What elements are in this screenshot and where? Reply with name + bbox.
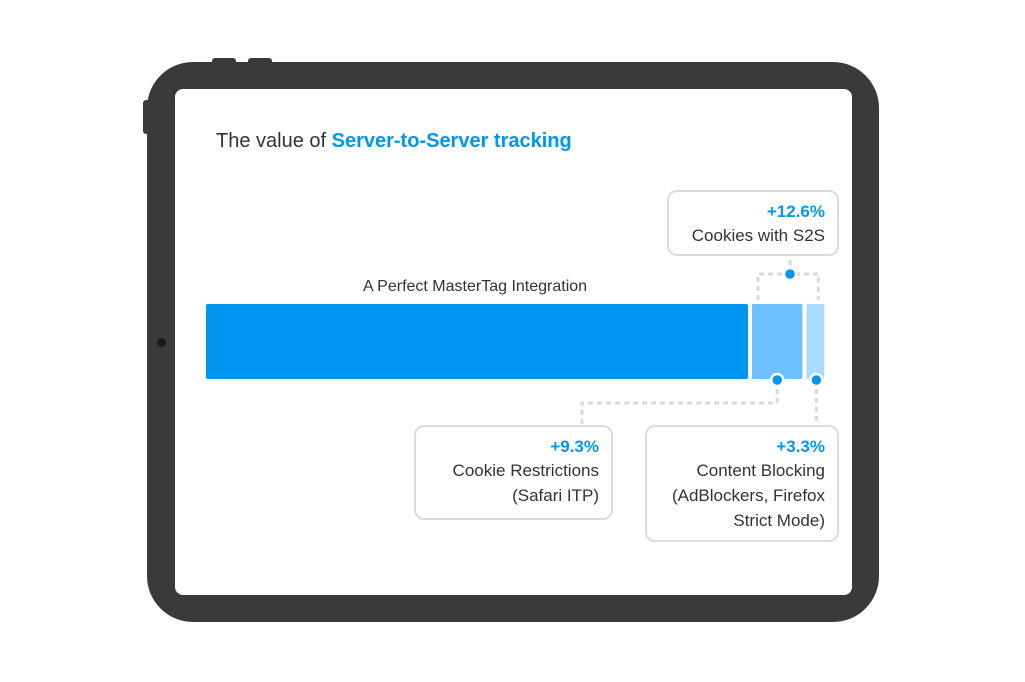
bar-label: A Perfect MasterTag Integration bbox=[362, 278, 588, 295]
connector-dot-cookies-with-s2s bbox=[782, 266, 798, 282]
callout-content-blocking: +3.3% Content Blocking (AdBlockers, Fire… bbox=[645, 425, 839, 542]
camera-icon bbox=[157, 338, 166, 347]
connector-dot-cookie-restrictions bbox=[769, 372, 785, 388]
callout-text: Cookies with S2S bbox=[691, 226, 825, 245]
bar-segments bbox=[206, 304, 825, 379]
bar-segment-content-blocking bbox=[806, 304, 825, 379]
tablet-side-button bbox=[143, 100, 149, 134]
callout-value: +12.6% bbox=[766, 202, 825, 221]
connector-cookie-restrictions bbox=[580, 380, 779, 424]
connector-dots bbox=[769, 266, 824, 388]
chart-title: The value of Server-to-Server tracking bbox=[216, 130, 572, 153]
tablet-top-button bbox=[248, 58, 272, 64]
title-prefix: The value of bbox=[216, 130, 332, 152]
callout-text: Cookie Restrictions (Safari ITP) bbox=[452, 461, 599, 505]
callout-value: +9.3% bbox=[550, 437, 599, 456]
callout-value: +3.3% bbox=[776, 437, 825, 456]
tablet-top-button bbox=[212, 58, 236, 64]
callout-cookie-restrictions: +9.3% Cookie Restrictions (Safari ITP) bbox=[414, 425, 613, 520]
title-highlight: Server-to-Server tracking bbox=[331, 130, 572, 152]
bar-segment-base bbox=[206, 304, 748, 379]
callout-cookies-with-s2s: +12.6% Cookies with S2S bbox=[667, 190, 839, 256]
bar-segment-cookie-restrictions bbox=[752, 304, 803, 379]
callout-text: Content Blocking (AdBlockers, Firefox St… bbox=[671, 461, 825, 530]
connector-dot-content-blocking bbox=[809, 372, 824, 388]
